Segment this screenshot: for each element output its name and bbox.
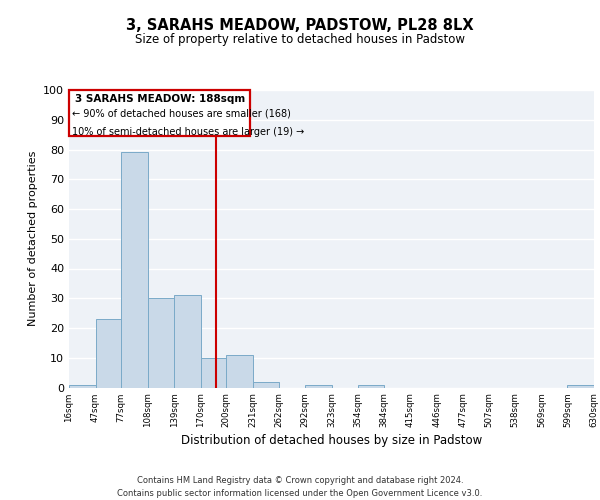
Text: 10% of semi-detached houses are larger (19) →: 10% of semi-detached houses are larger (… — [71, 127, 304, 137]
Bar — [305, 384, 331, 388]
Bar — [358, 384, 383, 388]
X-axis label: Distribution of detached houses by size in Padstow: Distribution of detached houses by size … — [181, 434, 482, 447]
Bar — [69, 384, 95, 388]
Text: 3 SARAHS MEADOW: 188sqm: 3 SARAHS MEADOW: 188sqm — [74, 94, 245, 104]
Bar — [253, 382, 280, 388]
Bar — [121, 152, 148, 388]
Text: Contains public sector information licensed under the Open Government Licence v3: Contains public sector information licen… — [118, 489, 482, 498]
FancyBboxPatch shape — [69, 90, 250, 136]
Bar — [226, 355, 253, 388]
Y-axis label: Number of detached properties: Number of detached properties — [28, 151, 38, 326]
Bar — [148, 298, 174, 388]
Text: ← 90% of detached houses are smaller (168): ← 90% of detached houses are smaller (16… — [71, 108, 290, 118]
Text: Contains HM Land Registry data © Crown copyright and database right 2024.: Contains HM Land Registry data © Crown c… — [137, 476, 463, 485]
Bar — [200, 358, 226, 388]
Bar — [174, 296, 200, 388]
Text: 3, SARAHS MEADOW, PADSTOW, PL28 8LX: 3, SARAHS MEADOW, PADSTOW, PL28 8LX — [126, 18, 474, 32]
Bar — [568, 384, 594, 388]
Bar — [95, 319, 121, 388]
Text: Size of property relative to detached houses in Padstow: Size of property relative to detached ho… — [135, 32, 465, 46]
